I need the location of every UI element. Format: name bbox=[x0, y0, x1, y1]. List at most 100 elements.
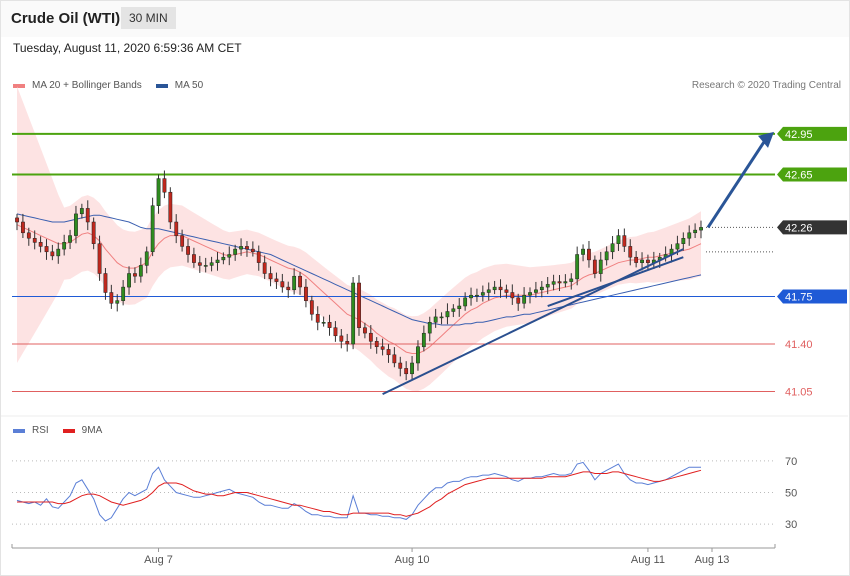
candle-body bbox=[68, 235, 72, 243]
candle-body bbox=[274, 278, 279, 282]
candle-body bbox=[256, 251, 261, 263]
candle-body bbox=[640, 259, 644, 263]
candle-body bbox=[321, 322, 326, 324]
candle-body bbox=[592, 259, 597, 274]
candle-body bbox=[687, 232, 692, 239]
candle-body bbox=[681, 238, 686, 244]
x-tick-label: Aug 10 bbox=[395, 554, 430, 566]
candle-body bbox=[268, 273, 273, 280]
legend-label-rsi: RSI bbox=[32, 425, 49, 436]
timeframe-badge[interactable]: 30 MIN bbox=[121, 7, 176, 29]
candle-body bbox=[62, 242, 67, 250]
candle-body bbox=[245, 246, 249, 250]
candle-body bbox=[15, 217, 19, 223]
legend-item-9ma: 9MA bbox=[62, 425, 103, 436]
candle-body bbox=[451, 308, 456, 312]
rsi-tick-label: 50 bbox=[785, 488, 797, 500]
candle-body bbox=[239, 246, 243, 250]
candle-body bbox=[103, 273, 108, 293]
legend-swatch-ma20 bbox=[13, 83, 25, 88]
level-label-42-26: 42.26 bbox=[785, 222, 813, 234]
candle-body bbox=[622, 235, 627, 247]
candle-body bbox=[26, 232, 31, 239]
rsi-tick-label: 70 bbox=[785, 456, 797, 468]
forecast-arrow-shaft bbox=[706, 138, 768, 229]
candle-body bbox=[392, 354, 397, 364]
candle-body bbox=[298, 275, 302, 288]
candle-body bbox=[215, 259, 220, 263]
candle-body bbox=[44, 246, 49, 253]
candle-body bbox=[38, 242, 43, 247]
legend-swatch-9ma bbox=[62, 428, 75, 433]
x-tick-label: Aug 7 bbox=[144, 554, 173, 566]
candle-body bbox=[439, 316, 444, 319]
candle-body bbox=[675, 243, 680, 250]
candle-body bbox=[197, 262, 202, 266]
candle-body bbox=[85, 208, 90, 223]
candle-body bbox=[21, 221, 25, 234]
legend-item-rsi: RSI bbox=[13, 425, 49, 436]
timestamp: Tuesday, August 11, 2020 6:59:36 AM CET bbox=[13, 41, 242, 55]
candle-body bbox=[333, 327, 338, 337]
legend-label-ma20: MA 20 + Bollinger Bands bbox=[32, 80, 142, 91]
level-tag-41-75 bbox=[777, 289, 847, 304]
candle-body bbox=[404, 368, 409, 375]
support-trendline bbox=[382, 248, 684, 396]
candle-body bbox=[498, 286, 503, 291]
candle-body bbox=[610, 243, 615, 253]
candle-body bbox=[604, 251, 609, 261]
candle-body bbox=[380, 346, 385, 350]
level-tag-42-65 bbox=[777, 167, 847, 182]
x-tick-label: Aug 13 bbox=[695, 554, 730, 566]
candle-body bbox=[121, 286, 126, 301]
candle-body bbox=[227, 254, 232, 258]
candle-body bbox=[510, 292, 515, 299]
candle-body bbox=[433, 316, 438, 323]
candle-body bbox=[528, 292, 532, 296]
candle-body bbox=[539, 286, 544, 291]
candle-body bbox=[457, 305, 462, 309]
candle-body bbox=[463, 297, 468, 307]
candle-body bbox=[250, 248, 255, 253]
candle-body bbox=[569, 278, 574, 282]
candle-body bbox=[410, 362, 414, 375]
candle-body bbox=[262, 262, 267, 274]
candle-body bbox=[138, 265, 143, 277]
candle-body bbox=[50, 251, 55, 257]
legend-label-9ma: 9MA bbox=[81, 425, 103, 436]
rsi-legend: RSI 9MA bbox=[13, 425, 116, 436]
candle-body bbox=[174, 221, 179, 236]
candle-body bbox=[156, 178, 161, 206]
candle-body bbox=[699, 227, 703, 231]
rsi-line bbox=[16, 461, 701, 522]
candle-body bbox=[534, 289, 538, 293]
candle-body bbox=[144, 251, 149, 266]
candle-body bbox=[587, 248, 591, 261]
candle-body bbox=[398, 362, 403, 369]
forecast-arrow-head bbox=[758, 131, 774, 148]
candle-body bbox=[516, 297, 521, 304]
candle-body bbox=[386, 349, 391, 356]
candle-body bbox=[374, 341, 379, 347]
candle-body bbox=[368, 332, 373, 342]
x-tick-label: Aug 11 bbox=[631, 554, 665, 566]
candle-body bbox=[475, 294, 479, 297]
candle-body bbox=[127, 273, 131, 288]
bollinger-band-area bbox=[17, 86, 701, 392]
candle-body bbox=[91, 221, 96, 244]
candle-body bbox=[416, 346, 420, 364]
legend-item-ma50: MA 50 bbox=[155, 80, 204, 91]
candle-body bbox=[551, 281, 556, 285]
candle-body bbox=[598, 259, 603, 274]
candle-body bbox=[309, 300, 314, 315]
legend-label-ma50: MA 50 bbox=[174, 80, 204, 91]
candle-body bbox=[351, 282, 356, 345]
candle-body bbox=[345, 341, 350, 345]
candle-body bbox=[79, 208, 84, 215]
rsi-tick-label: 30 bbox=[785, 519, 797, 531]
candle-body bbox=[192, 254, 196, 263]
candle-body bbox=[693, 229, 698, 234]
rsi-ma9-line bbox=[17, 469, 702, 517]
candle-body bbox=[186, 246, 190, 255]
